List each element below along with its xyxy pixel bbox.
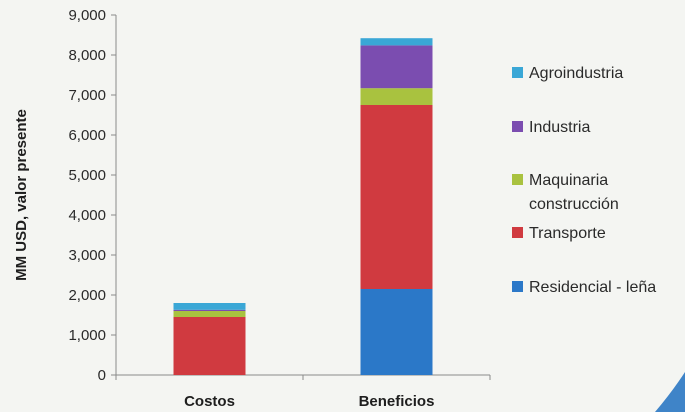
x-category-label: Costos <box>184 393 235 410</box>
y-tick-label: 2,000 <box>68 287 106 304</box>
bar-segment <box>360 38 433 46</box>
x-category-label: Beneficios <box>359 393 435 410</box>
y-tick-label: 5,000 <box>68 167 106 184</box>
axes <box>111 14 491 380</box>
y-tick-label: 4,000 <box>68 207 106 224</box>
legend-label: Agroindustria <box>529 65 623 82</box>
legend-swatch <box>512 121 523 132</box>
y-tick-label: 9,000 <box>68 7 106 24</box>
legend-swatch <box>512 174 523 185</box>
bar-segment <box>173 317 246 375</box>
legend-swatch <box>512 227 523 238</box>
labels: 0 1,000 2,000 3,000 4,000 5,000 6,000 7,000 8,00… <box>68 7 434 410</box>
y-tick-label: 7,000 <box>68 87 106 104</box>
bar-segment <box>173 311 246 317</box>
y-tick-label: 1,000 <box>68 327 106 344</box>
corner-swoosh-decoration <box>655 372 685 412</box>
bars <box>173 38 433 375</box>
bar-segment <box>360 105 433 289</box>
bar-segment <box>173 303 246 310</box>
y-tick-label: 6,000 <box>68 127 106 144</box>
legend-label: Maquinaria construcción <box>529 172 619 213</box>
bar-segment <box>360 45 433 89</box>
y-tick-label: 3,000 <box>68 247 106 264</box>
legend: Agroindustria Industria Maquinaria construc… <box>512 65 656 296</box>
legend-label: Industria <box>529 119 590 136</box>
legend-label: Transporte <box>529 225 606 242</box>
bar-segment <box>173 309 246 311</box>
bar-segment <box>360 88 433 105</box>
bar-segment <box>360 289 433 375</box>
y-tick-label: 8,000 <box>68 47 106 64</box>
legend-label: Residencial - leña <box>529 279 656 296</box>
legend-swatch <box>512 281 523 292</box>
legend-swatch <box>512 67 523 78</box>
y-axis-title: MM USD, valor presente <box>13 109 30 281</box>
y-tick-label: 0 <box>98 367 106 384</box>
